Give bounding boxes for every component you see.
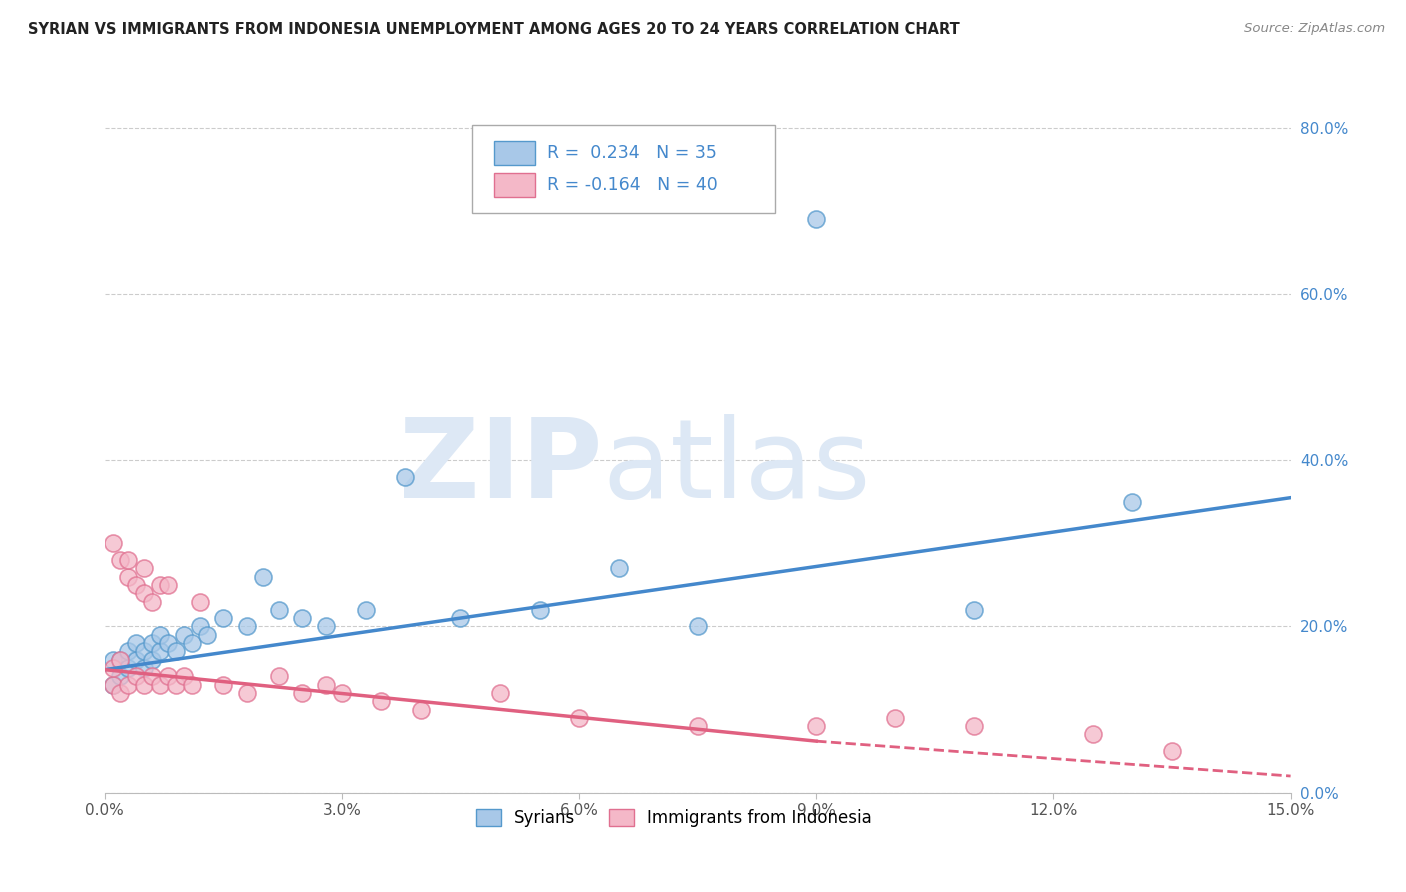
Point — [117, 553, 139, 567]
Point — [110, 686, 132, 700]
Point — [236, 619, 259, 633]
Point — [156, 636, 179, 650]
Point — [134, 586, 156, 600]
Point — [409, 702, 432, 716]
Text: atlas: atlas — [603, 414, 872, 521]
Point — [963, 603, 986, 617]
Point — [149, 578, 172, 592]
Point — [125, 578, 148, 592]
Point — [330, 686, 353, 700]
Point — [1081, 727, 1104, 741]
Point — [101, 678, 124, 692]
Point — [117, 644, 139, 658]
Point — [236, 686, 259, 700]
Point — [607, 561, 630, 575]
Point — [165, 678, 187, 692]
Point — [110, 553, 132, 567]
Point — [156, 578, 179, 592]
Point — [117, 569, 139, 583]
FancyBboxPatch shape — [472, 125, 775, 213]
Point — [141, 653, 163, 667]
Point — [884, 711, 907, 725]
Point — [110, 653, 132, 667]
Point — [117, 678, 139, 692]
Point — [125, 653, 148, 667]
Point — [149, 678, 172, 692]
Text: ZIP: ZIP — [399, 414, 603, 521]
Point — [686, 719, 709, 733]
Point — [173, 628, 195, 642]
Point — [101, 653, 124, 667]
Point — [370, 694, 392, 708]
Legend: Syrians, Immigrants from Indonesia: Syrians, Immigrants from Indonesia — [470, 802, 879, 834]
Point — [125, 669, 148, 683]
Point — [110, 669, 132, 683]
Point — [188, 619, 211, 633]
Point — [188, 594, 211, 608]
Point — [173, 669, 195, 683]
Point — [180, 636, 202, 650]
Point — [489, 686, 512, 700]
Point — [134, 678, 156, 692]
Point — [354, 603, 377, 617]
Point — [149, 644, 172, 658]
Point — [315, 619, 337, 633]
Point — [252, 569, 274, 583]
Point — [110, 653, 132, 667]
Point — [101, 536, 124, 550]
Point — [1121, 495, 1143, 509]
Text: R = -0.164   N = 40: R = -0.164 N = 40 — [547, 176, 718, 194]
Point — [180, 678, 202, 692]
Text: Source: ZipAtlas.com: Source: ZipAtlas.com — [1244, 22, 1385, 36]
Point — [267, 669, 290, 683]
Point — [315, 678, 337, 692]
Point — [165, 644, 187, 658]
Bar — [494, 142, 536, 165]
Point — [291, 611, 314, 625]
Point — [806, 719, 828, 733]
Point — [963, 719, 986, 733]
Point — [134, 561, 156, 575]
Point — [117, 661, 139, 675]
Text: SYRIAN VS IMMIGRANTS FROM INDONESIA UNEMPLOYMENT AMONG AGES 20 TO 24 YEARS CORRE: SYRIAN VS IMMIGRANTS FROM INDONESIA UNEM… — [28, 22, 960, 37]
Point — [394, 470, 416, 484]
Point — [529, 603, 551, 617]
Point — [149, 628, 172, 642]
Point — [449, 611, 471, 625]
Point — [125, 636, 148, 650]
Point — [101, 661, 124, 675]
Point — [141, 594, 163, 608]
Point — [212, 678, 235, 692]
Point — [197, 628, 219, 642]
Text: R =  0.234   N = 35: R = 0.234 N = 35 — [547, 145, 717, 162]
Point — [101, 678, 124, 692]
Point — [1161, 744, 1184, 758]
Point — [291, 686, 314, 700]
Point — [141, 669, 163, 683]
Point — [134, 661, 156, 675]
Point — [212, 611, 235, 625]
Bar — [494, 172, 536, 196]
Point — [141, 636, 163, 650]
Point — [806, 212, 828, 227]
Point — [267, 603, 290, 617]
Point — [568, 711, 591, 725]
Point — [686, 619, 709, 633]
Point — [156, 669, 179, 683]
Point — [134, 644, 156, 658]
